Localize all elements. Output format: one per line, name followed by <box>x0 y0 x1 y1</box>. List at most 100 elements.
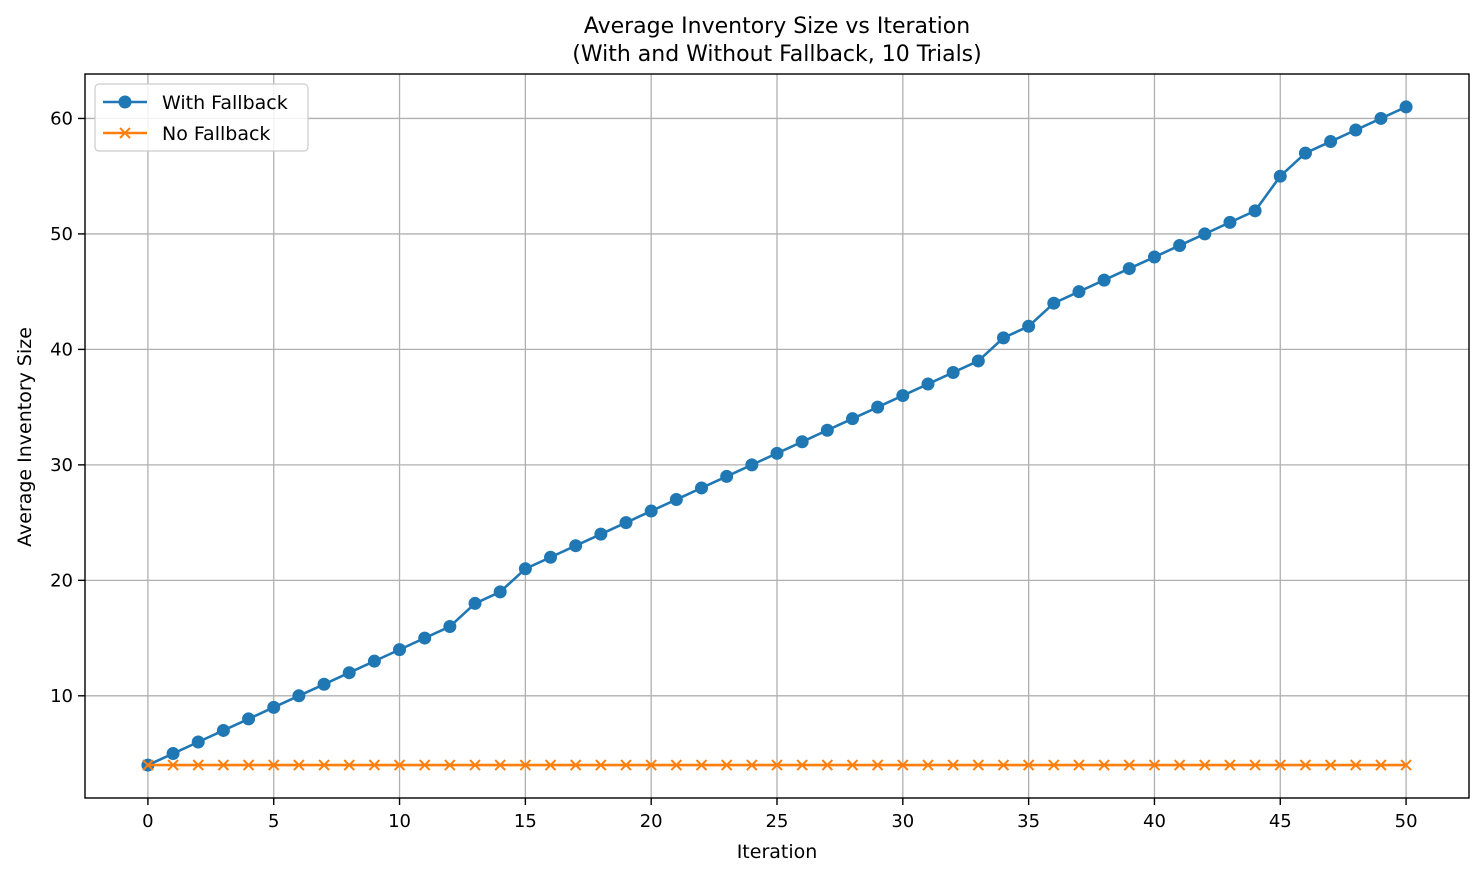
data-point-with-fallback <box>770 446 784 460</box>
data-point-with-fallback <box>971 354 985 368</box>
data-point-no-fallback <box>620 759 632 771</box>
data-point-with-fallback <box>166 747 180 761</box>
data-point-no-fallback <box>1350 759 1362 771</box>
data-point-with-fallback <box>1022 319 1036 333</box>
data-point-with-fallback <box>1298 146 1312 160</box>
legend-box <box>94 83 309 152</box>
y-tick-label: 30 <box>50 455 73 476</box>
data-point-no-fallback <box>595 759 607 771</box>
data-point-no-fallback <box>997 759 1010 771</box>
data-point-with-fallback <box>619 516 633 530</box>
data-point-no-fallback <box>771 759 783 771</box>
data-point-no-fallback <box>368 759 381 771</box>
data-point-no-fallback <box>419 759 431 771</box>
legend-entry-with-fallback: With Fallback <box>103 92 288 114</box>
data-point-with-fallback <box>317 677 331 691</box>
data-point-with-fallback <box>1198 227 1212 241</box>
data-point-with-fallback <box>1248 204 1262 218</box>
data-point-no-fallback <box>318 759 330 771</box>
data-point-no-fallback <box>544 759 557 771</box>
series-with-fallback <box>141 100 1413 772</box>
data-point-with-fallback <box>544 550 558 564</box>
chart-title: Average Inventory Size vs Iteration <box>584 14 970 39</box>
data-point-with-fallback <box>594 527 608 541</box>
data-point-no-fallback <box>1199 759 1211 771</box>
data-point-with-fallback <box>1324 135 1338 149</box>
data-point-no-fallback <box>645 759 657 771</box>
data-point-with-fallback <box>1122 262 1136 276</box>
data-point-no-fallback <box>1148 759 1161 771</box>
data-point-with-fallback <box>871 400 885 414</box>
data-point-no-fallback <box>268 759 280 771</box>
data-point-with-fallback <box>795 435 809 449</box>
series-no-fallback <box>142 759 1412 771</box>
data-point-with-fallback <box>896 389 910 403</box>
data-point-with-fallback <box>443 620 457 634</box>
data-point-no-fallback <box>972 759 985 771</box>
data-point-no-fallback <box>444 759 456 771</box>
data-point-no-fallback <box>796 759 808 771</box>
data-point-with-fallback <box>393 643 407 657</box>
data-point-with-fallback <box>468 596 482 610</box>
data-point-with-fallback <box>342 666 356 680</box>
data-point-with-fallback <box>216 723 230 737</box>
data-point-no-fallback <box>1022 759 1035 771</box>
data-point-no-fallback <box>746 759 758 771</box>
data-point-no-fallback <box>947 759 959 771</box>
data-point-no-fallback <box>569 759 582 771</box>
data-point-no-fallback <box>1098 759 1110 771</box>
grid-lines <box>85 74 1469 798</box>
data-point-with-fallback <box>644 504 658 518</box>
data-point-no-fallback <box>393 759 406 771</box>
data-point-with-fallback <box>367 654 381 668</box>
x-tick-label: 0 <box>142 811 153 832</box>
chart-subtitle: (With and Without Fallback, 10 Trials) <box>572 42 981 67</box>
data-point-with-fallback <box>1223 215 1237 229</box>
data-point-no-fallback <box>670 759 683 771</box>
data-point-with-fallback <box>1047 296 1061 310</box>
data-point-no-fallback <box>1375 759 1387 771</box>
data-point-with-fallback <box>242 712 256 726</box>
data-point-with-fallback <box>745 458 759 472</box>
data-point-with-fallback <box>669 493 683 507</box>
y-tick-label: 50 <box>50 224 73 245</box>
data-point-with-fallback <box>695 481 709 495</box>
x-tick-label: 45 <box>1269 811 1292 832</box>
data-point-no-fallback <box>922 759 934 771</box>
data-point-with-fallback <box>946 365 960 379</box>
data-point-no-fallback <box>1123 759 1135 771</box>
legend: With Fallback No Fallback <box>94 83 309 152</box>
x-tick-label: 35 <box>1017 811 1040 832</box>
data-point-with-fallback <box>418 631 432 645</box>
x-tick-label: 30 <box>891 811 914 832</box>
data-point-no-fallback <box>1073 759 1085 771</box>
data-point-no-fallback <box>1274 759 1286 771</box>
legend-marker <box>118 95 132 109</box>
data-point-with-fallback <box>1147 250 1161 264</box>
data-point-with-fallback <box>518 562 532 576</box>
y-tick-label: 60 <box>50 108 73 129</box>
data-point-with-fallback <box>569 539 583 553</box>
data-point-no-fallback <box>242 759 255 771</box>
data-point-no-fallback <box>1299 759 1312 771</box>
data-point-with-fallback <box>1072 285 1086 299</box>
data-point-no-fallback <box>1048 759 1060 771</box>
data-point-no-fallback <box>1249 759 1261 771</box>
data-point-with-fallback <box>493 585 507 599</box>
data-point-no-fallback <box>293 759 305 771</box>
legend-marker <box>119 127 131 139</box>
data-point-no-fallback <box>897 759 909 771</box>
data-point-no-fallback <box>167 759 179 771</box>
y-axis-label: Average Inventory Size <box>14 327 36 547</box>
y-tick-label: 40 <box>50 339 73 360</box>
axis-ticks: 0 5 10 15 20 25 30 35 40 45 50 10 20 30 40 50 60 <box>50 108 1417 832</box>
data-point-with-fallback <box>191 735 205 749</box>
legend-label: No Fallback <box>162 123 270 145</box>
plot-series <box>141 100 1413 772</box>
data-point-with-fallback <box>996 331 1010 345</box>
x-tick-label: 50 <box>1395 811 1418 832</box>
data-point-with-fallback <box>292 689 306 703</box>
data-point-with-fallback <box>720 469 734 483</box>
y-tick-label: 20 <box>50 570 73 591</box>
data-point-no-fallback <box>1324 759 1337 771</box>
